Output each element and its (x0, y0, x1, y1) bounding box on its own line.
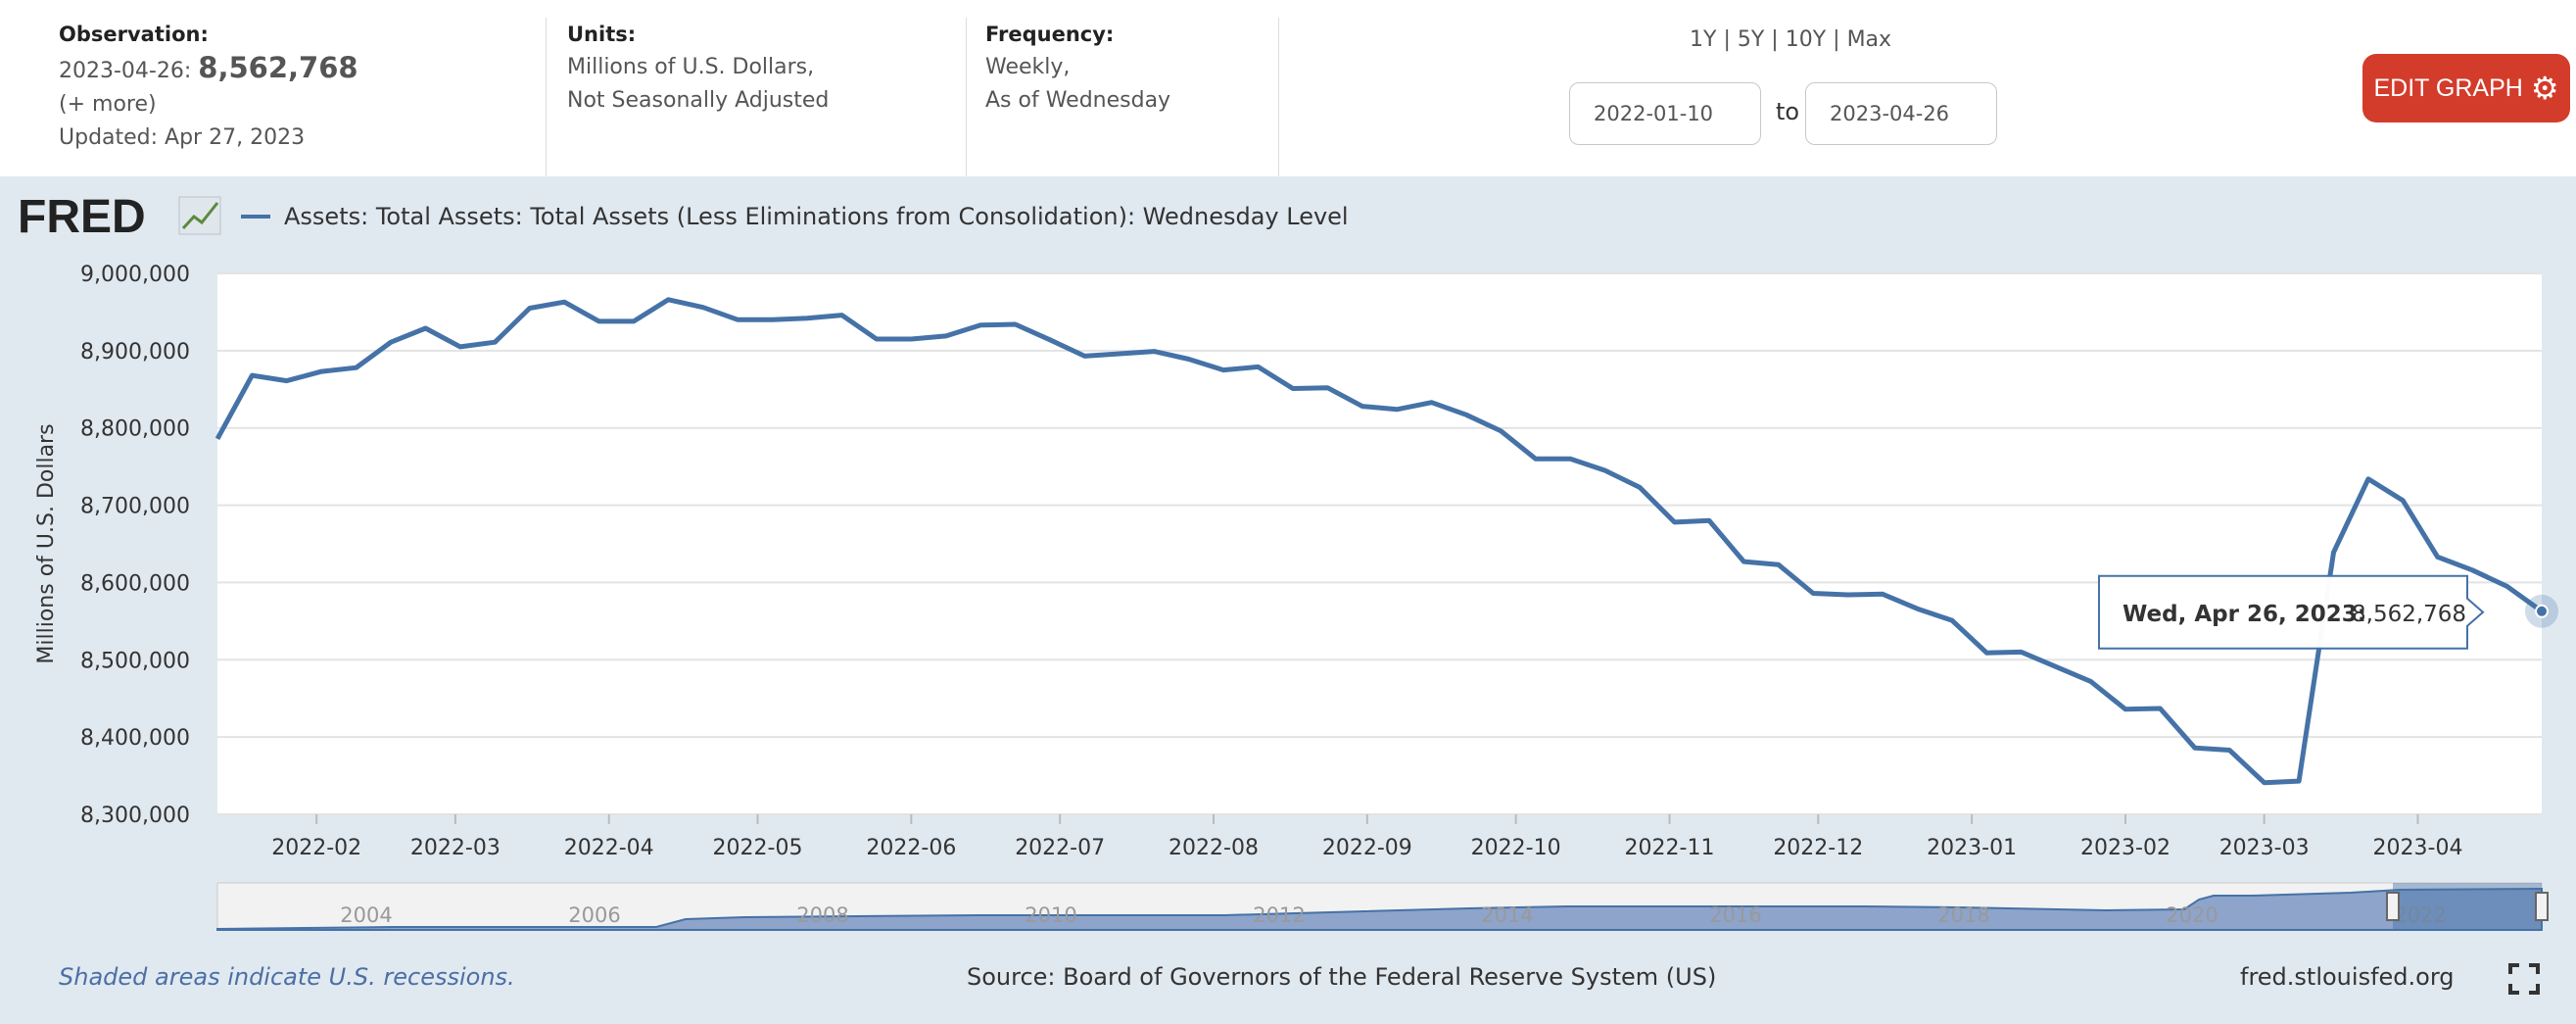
navigator-handle[interactable] (2386, 892, 2400, 921)
legend-swatch (241, 215, 270, 219)
observation-date: 2023-04-26: (59, 59, 192, 83)
source-text: Source: Board of Governors of the Federa… (967, 963, 1717, 991)
navigator-selection[interactable] (2393, 883, 2542, 930)
x-tick-label: 2022-02 (271, 836, 361, 860)
x-tick-label: 2022-04 (564, 836, 654, 860)
y-tick-label: 9,000,000 (80, 263, 190, 287)
divider (966, 18, 967, 176)
x-tick-label: 2022-03 (410, 836, 501, 860)
observation-panel: Observation: 2023-04-26: 8,562,768 (+ mo… (59, 18, 358, 155)
y-tick-label: 8,900,000 (80, 340, 190, 365)
y-tick-label: 8,300,000 (80, 804, 190, 828)
gear-icon: ⚙ (2530, 71, 2559, 106)
x-tick-label: 2023-02 (2080, 836, 2171, 860)
x-tick-label: 2022-05 (713, 836, 803, 860)
y-axis-label: Millions of U.S. Dollars (34, 423, 59, 663)
range-separator: | (1771, 27, 1779, 52)
navigator-series (216, 887, 2543, 931)
range-separator: | (1723, 27, 1731, 52)
range-max-link[interactable]: Max (1846, 27, 1892, 52)
range-10y-link[interactable]: 10Y (1785, 27, 1827, 52)
fullscreen-icon[interactable] (2507, 962, 2541, 996)
edit-graph-button[interactable]: EDIT GRAPH ⚙ (2362, 54, 2570, 122)
navigator-year-label: 2020 (2166, 903, 2218, 927)
y-tick-label: 8,400,000 (80, 726, 190, 751)
start-date-input[interactable] (1569, 82, 1761, 145)
units-panel: Units: Millions of U.S. Dollars, Not Sea… (567, 18, 829, 118)
x-tick-label: 2022-12 (1773, 836, 1863, 860)
chart-legend: Assets: Total Assets: Total Assets (Less… (241, 203, 1349, 230)
tooltip-value: 8,562,768 (2352, 602, 2466, 627)
x-tick-label: 2022-07 (1015, 836, 1105, 860)
x-tick-label: 2022-09 (1322, 836, 1412, 860)
x-tick-label: 2022-08 (1169, 836, 1259, 860)
fred-chart-icon (178, 196, 221, 235)
legend-series-name: Assets: Total Assets: Total Assets (Less… (284, 203, 1349, 230)
data-point-marker[interactable] (2535, 604, 2549, 618)
tooltip-box (2098, 574, 2485, 650)
navigator-year-label: 2008 (796, 903, 848, 927)
observation-line: 2023-04-26: 8,562,768 (59, 51, 358, 88)
range-1y-link[interactable]: 1Y (1690, 27, 1717, 52)
y-tick-label: 8,700,000 (80, 495, 190, 519)
frequency-label: Frequency: (985, 23, 1115, 46)
observation-label: Observation: (59, 23, 209, 46)
x-tick-label: 2022-11 (1625, 836, 1715, 860)
top-info-bar: Observation: 2023-04-26: 8,562,768 (+ mo… (0, 0, 2576, 176)
fred-chart-icon-line (181, 202, 219, 230)
navigator-handle[interactable] (2535, 892, 2549, 921)
x-tick-label: 2023-01 (1927, 836, 2017, 860)
observation-value: 8,562,768 (198, 51, 358, 84)
navigator-year-label: 2012 (1253, 903, 1305, 927)
recession-note: Shaded areas indicate U.S. recessions. (59, 963, 515, 991)
x-tick-label: 2023-04 (2373, 836, 2463, 860)
units-line1: Millions of U.S. Dollars, (567, 55, 815, 79)
units-label: Units: (567, 23, 637, 46)
site-link[interactable]: fred.stlouisfed.org (2240, 963, 2455, 991)
y-tick-label: 8,500,000 (80, 649, 190, 673)
navigator-year-label: 2016 (1709, 903, 1761, 927)
x-tick-label: 2023-03 (2219, 836, 2310, 860)
units-line2: Not Seasonally Adjusted (567, 88, 830, 113)
fred-logo[interactable]: FRED (18, 191, 225, 240)
range-5y-link[interactable]: 5Y (1737, 27, 1765, 52)
end-date-input[interactable] (1805, 82, 1997, 145)
updated-date: Updated: Apr 27, 2023 (59, 125, 306, 150)
navigator-year-label: 2014 (1481, 903, 1533, 927)
x-tick-label: 2022-06 (866, 836, 956, 860)
navigator-year-label: 2010 (1025, 903, 1076, 927)
range-selector: 1Y | 5Y | 10Y | Max (1690, 27, 1891, 52)
y-tick-label: 8,600,000 (80, 571, 190, 596)
line-chart[interactable]: 8,300,000 8,400,000 8,500,000 8,600,000 8,70… (0, 0, 2576, 951)
navigator-year-label: 2006 (568, 903, 620, 927)
frequency-line2: As of Wednesday (985, 88, 1171, 113)
edit-graph-label: EDIT GRAPH (2373, 73, 2523, 102)
plot-area (217, 273, 2542, 814)
y-tick-label: 8,800,000 (80, 417, 190, 442)
tooltip-label: Wed, Apr 26, 2023: (2123, 602, 2366, 627)
fred-logo-text: FRED (18, 191, 146, 240)
divider (546, 18, 547, 176)
frequency-line1: Weekly, (985, 55, 1071, 79)
navigator-year-label: 2018 (1937, 903, 1989, 927)
series-line[interactable] (215, 297, 2544, 786)
range-separator: | (1833, 27, 1840, 52)
navigator-year-label: 2022 (2394, 903, 2446, 927)
x-tick-label: 2022-10 (1471, 836, 1561, 860)
navigator-year-label: 2004 (340, 903, 392, 927)
frequency-panel: Frequency: Weekly, As of Wednesday (985, 18, 1170, 118)
more-link[interactable]: (+ more) (59, 92, 157, 117)
divider (1278, 18, 1279, 176)
to-label: to (1776, 98, 1800, 125)
